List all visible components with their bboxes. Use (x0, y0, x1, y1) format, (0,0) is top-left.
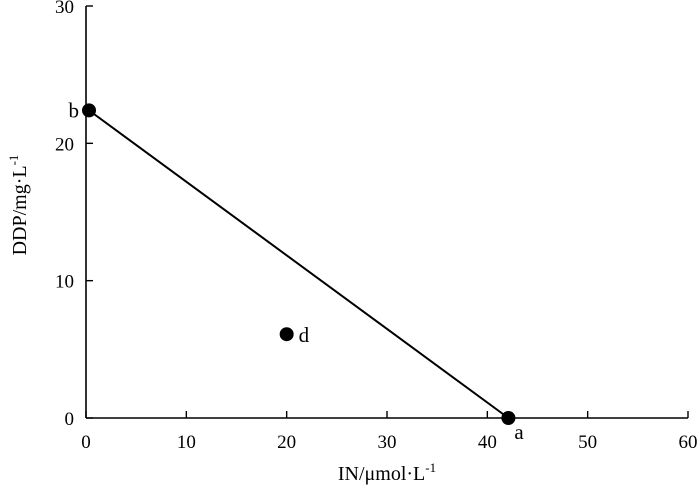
series: a b d (69, 98, 525, 444)
ticks: 0 10 20 30 40 50 60 0 10 20 30 (55, 0, 698, 453)
data-point-a (501, 411, 516, 425)
y-tick-label: 0 (65, 409, 75, 430)
x-axis-title: IN/μmol·L-1 (338, 460, 436, 485)
data-point-d (279, 327, 294, 342)
y-tick-label: 10 (55, 272, 74, 293)
data-point-b (82, 103, 97, 118)
x-tick-label: 40 (478, 432, 497, 453)
x-tick-label: 60 (679, 432, 698, 453)
y-axis-title: DDP/mg·L-1 (6, 155, 31, 256)
point-label-b: b (69, 98, 80, 122)
connecting-line (88, 109, 509, 419)
x-tick-label: 20 (277, 432, 296, 453)
x-tick-label: 30 (378, 432, 397, 453)
y-tick-label: 20 (55, 134, 74, 155)
x-tick-label: 50 (578, 432, 597, 453)
x-tick-label: 0 (81, 432, 91, 453)
plot-area: 0 10 20 30 40 50 60 0 10 20 30 a b d (55, 0, 698, 453)
point-label-a: a (514, 420, 524, 444)
x-tick-label: 10 (177, 432, 196, 453)
y-tick-label: 30 (55, 0, 74, 18)
point-label-d: d (299, 323, 310, 347)
